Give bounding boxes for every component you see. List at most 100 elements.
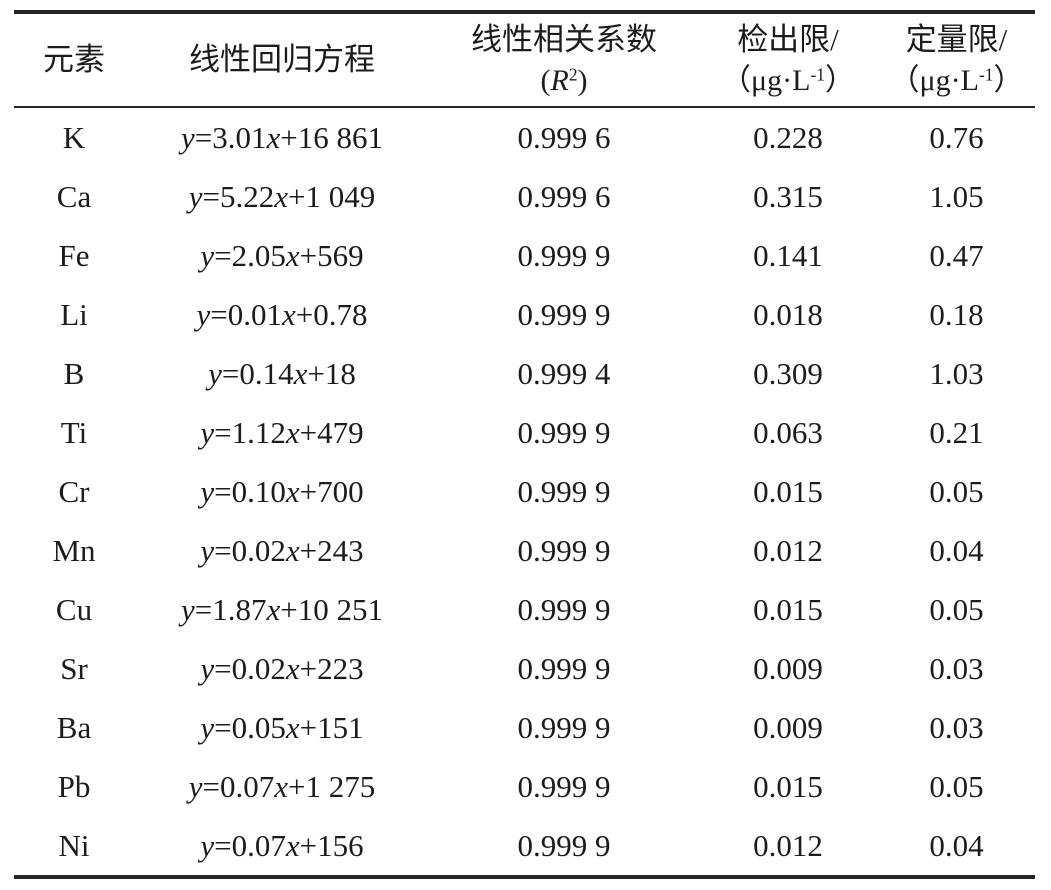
cell-loq: 0.18 — [929, 296, 984, 332]
cell-element: Sr — [60, 650, 88, 686]
equation-x-var: x — [274, 178, 289, 214]
table-header: 元素 线性回归方程 线性相关系数 (R2) 检出限/ （μg·L-1） 定量限/… — [14, 12, 1035, 107]
table-row: Cr y=0.10x+700 0.999 9 0.015 0.05 — [14, 462, 1035, 521]
cell-r2: 0.999 9 — [517, 591, 611, 627]
loq-unit-superscript: -1 — [978, 64, 994, 85]
cell-element: Ca — [56, 178, 92, 214]
cell-element: Cu — [55, 591, 93, 627]
cell-lod: 0.309 — [753, 355, 823, 391]
equation-y-var: y — [188, 768, 203, 804]
cell-loq: 0.04 — [929, 532, 984, 568]
cell-loq: 1.05 — [929, 178, 984, 214]
cell-element: Cr — [58, 473, 90, 509]
header-equation-label: 线性回归方程 — [189, 41, 375, 77]
cell-r2: 0.999 9 — [517, 532, 611, 568]
equation-x-var: x — [274, 768, 289, 804]
header-lod-unit: （μg·L-1） — [721, 63, 855, 97]
cell-r2: 0.999 9 — [517, 414, 611, 450]
header-row: 元素 线性回归方程 线性相关系数 (R2) 检出限/ （μg·L-1） 定量限/… — [14, 12, 1035, 107]
cell-element: Fe — [58, 237, 90, 273]
table-row: Sr y=0.02x+223 0.999 9 0.009 0.03 — [14, 639, 1035, 698]
cell-lod: 0.015 — [753, 591, 823, 627]
table-row: Ti y=1.12x+479 0.999 9 0.063 0.21 — [14, 403, 1035, 462]
equation-x-var: x — [285, 414, 300, 450]
cell-r2: 0.999 6 — [517, 119, 611, 155]
header-lod-label: 检出限/ — [737, 21, 839, 57]
table-body: K y=3.01x+16 861 0.999 6 0.228 0.76 Ca y… — [14, 107, 1035, 877]
cell-lod: 0.009 — [753, 650, 823, 686]
header-equation: 线性回归方程 — [134, 12, 430, 107]
header-element-label: 元素 — [43, 41, 105, 77]
cell-lod: 0.018 — [753, 296, 823, 332]
r2-superscript: 2 — [568, 64, 578, 85]
cell-r2: 0.999 9 — [517, 827, 611, 863]
equation-y-var: y — [200, 827, 215, 863]
header-r2-label: 线性相关系数 — [471, 21, 657, 57]
table-row: Ca y=5.22x+1 049 0.999 6 0.315 1.05 — [14, 167, 1035, 226]
equation-x-var: x — [266, 119, 281, 155]
equation-x-var: x — [285, 827, 300, 863]
equation-y-var: y — [181, 119, 195, 155]
cell-loq: 0.21 — [929, 414, 984, 450]
cell-element: Ba — [56, 709, 92, 745]
calibration-table-wrapper: 元素 线性回归方程 线性相关系数 (R2) 检出限/ （μg·L-1） 定量限/… — [14, 10, 1035, 879]
equation-x-var: x — [266, 591, 281, 627]
cell-lod: 0.228 — [753, 119, 823, 155]
cell-element: Ni — [58, 827, 90, 863]
cell-loq: 0.05 — [929, 591, 984, 627]
cell-loq: 0.05 — [929, 768, 984, 804]
cell-lod: 0.063 — [753, 414, 823, 450]
table-row: Cu y=1.87x+10 251 0.999 9 0.015 0.05 — [14, 580, 1035, 639]
equation-x-var: x — [285, 709, 300, 745]
cell-equation: y=2.05x+569 — [200, 237, 364, 273]
cell-r2: 0.999 9 — [517, 237, 611, 273]
cell-equation: y=3.01x+16 861 — [181, 119, 383, 155]
header-lod: 检出限/ （μg·L-1） — [698, 12, 878, 107]
cell-equation: y=0.02x+243 — [200, 532, 364, 568]
cell-equation: y=0.01x+0.78 — [196, 296, 368, 332]
r-symbol: R — [550, 63, 569, 97]
equation-x-var: x — [285, 473, 300, 509]
cell-equation: y=0.14x+18 — [208, 355, 356, 391]
cell-equation: y=5.22x+1 049 — [188, 178, 376, 214]
equation-y-var: y — [200, 650, 215, 686]
cell-lod: 0.315 — [753, 178, 823, 214]
cell-equation: y=0.10x+700 — [200, 473, 364, 509]
table-row: Pb y=0.07x+1 275 0.999 9 0.015 0.05 — [14, 757, 1035, 816]
table-row: B y=0.14x+18 0.999 4 0.309 1.03 — [14, 344, 1035, 403]
table-row: Ba y=0.05x+151 0.999 9 0.009 0.03 — [14, 698, 1035, 757]
equation-x-var: x — [285, 532, 300, 568]
cell-lod: 0.012 — [753, 532, 823, 568]
cell-lod: 0.015 — [753, 473, 823, 509]
cell-element: K — [62, 119, 86, 155]
header-r2: 线性相关系数 (R2) — [430, 12, 698, 107]
cell-equation: y=0.07x+1 275 — [188, 768, 376, 804]
lod-unit-superscript: -1 — [810, 64, 825, 85]
header-element: 元素 — [14, 12, 134, 107]
table-row: Ni y=0.07x+156 0.999 9 0.012 0.04 — [14, 816, 1035, 877]
header-loq-label: 定量限/ — [905, 21, 1008, 57]
cell-equation: y=1.12x+479 — [200, 414, 364, 450]
equation-x-var: x — [285, 237, 300, 273]
cell-r2: 0.999 9 — [517, 473, 611, 509]
cell-r2: 0.999 9 — [517, 296, 611, 332]
equation-y-var: y — [181, 591, 195, 627]
equation-y-var: y — [200, 473, 215, 509]
cell-element: Ti — [60, 414, 88, 450]
calibration-table: 元素 线性回归方程 线性相关系数 (R2) 检出限/ （μg·L-1） 定量限/… — [14, 10, 1035, 879]
table-row: Li y=0.01x+0.78 0.999 9 0.018 0.18 — [14, 285, 1035, 344]
header-loq-unit: （μg·L-1） — [889, 63, 1024, 97]
cell-lod: 0.015 — [753, 768, 823, 804]
cell-loq: 0.76 — [929, 119, 984, 155]
table-row: Mn y=0.02x+243 0.999 9 0.012 0.04 — [14, 521, 1035, 580]
equation-y-var: y — [200, 709, 215, 745]
table-row: Fe y=2.05x+569 0.999 9 0.141 0.47 — [14, 226, 1035, 285]
cell-element: Li — [60, 296, 88, 332]
header-r2-unit: (R2) — [540, 63, 588, 97]
cell-element: Mn — [52, 532, 96, 568]
equation-y-var: y — [200, 414, 215, 450]
cell-equation: y=0.05x+151 — [200, 709, 364, 745]
cell-element: B — [63, 355, 85, 391]
equation-y-var: y — [200, 237, 215, 273]
cell-element: Pb — [57, 768, 91, 804]
